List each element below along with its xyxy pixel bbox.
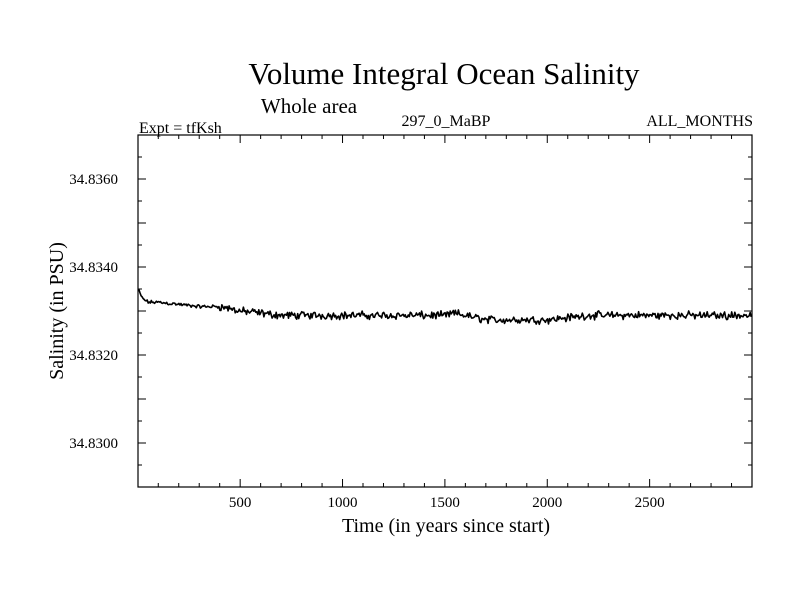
series-layer — [137, 288, 752, 326]
months-label: ALL_MONTHS — [646, 113, 753, 130]
x-tick-label: 1500 — [430, 495, 460, 511]
y-axis-label: Salinity (in PSU) — [46, 242, 68, 380]
x-axis: 500 1000 1500 2000 2500 — [157, 135, 733, 511]
x-tick-label: 2500 — [635, 495, 665, 511]
experiment-label: Expt = tfKsh — [139, 120, 222, 137]
chart-subtitle: Whole area — [261, 94, 358, 118]
y-tick-label: 34.8360 — [69, 172, 118, 188]
y-tick-label: 34.8320 — [69, 348, 118, 364]
period-label: 297_0_MaBP — [402, 113, 491, 130]
series-line-salinity — [137, 288, 752, 326]
y-tick-label: 34.8340 — [69, 260, 118, 276]
plot-frame — [137, 134, 753, 488]
x-tick-label: 1000 — [328, 495, 358, 511]
x-tick-label: 500 — [229, 495, 252, 511]
y-axis: 34.8300 34.8320 34.8340 34.8360 — [69, 156, 752, 466]
x-tick-label: 2000 — [532, 495, 562, 511]
chart-title: Volume Integral Ocean Salinity — [248, 56, 640, 91]
x-axis-label: Time (in years since start) — [342, 515, 550, 537]
y-tick-label: 34.8300 — [69, 436, 118, 452]
